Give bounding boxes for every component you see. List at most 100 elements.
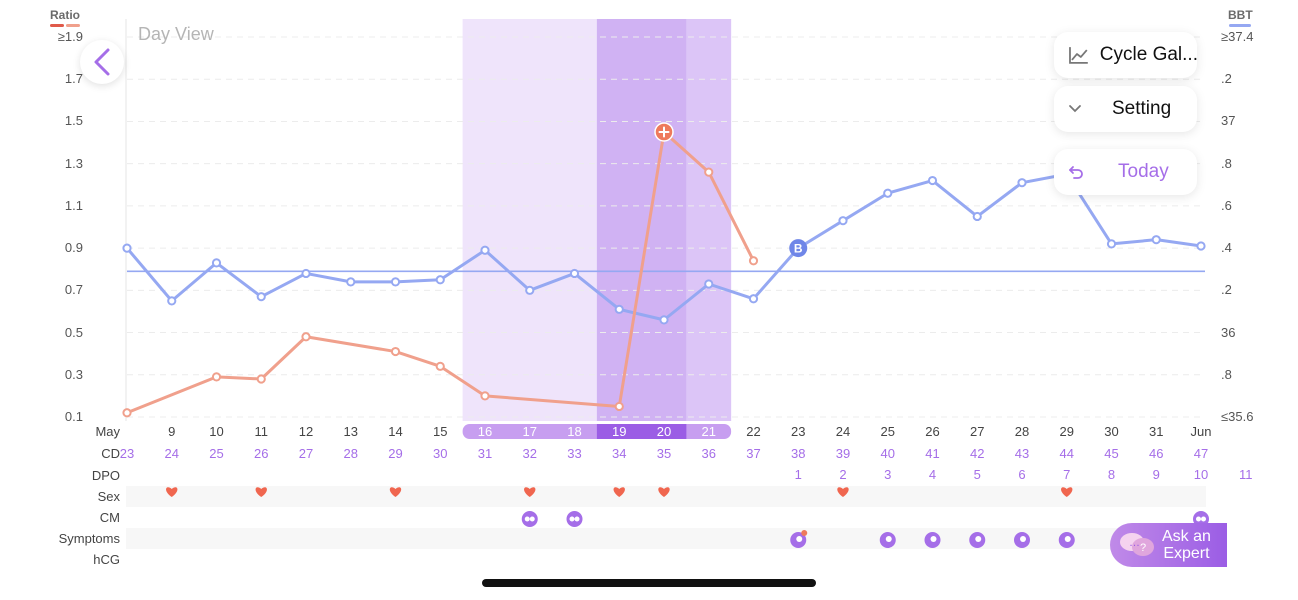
cd-value: 41: [925, 446, 939, 461]
ratio-point: [390, 346, 401, 357]
ask-expert-button[interactable]: …? Ask an Expert: [1110, 523, 1227, 567]
cd-label: CD: [101, 446, 120, 461]
heart-icon: [837, 487, 849, 497]
bbt-point: [525, 285, 535, 295]
home-indicator: [482, 579, 816, 587]
date-label: 13: [344, 424, 358, 439]
cd-value: 40: [881, 446, 895, 461]
chevron-left-icon: [94, 48, 110, 76]
chevron-down-icon: [1069, 105, 1081, 113]
month-start-label: May: [95, 424, 120, 439]
cd-value: 39: [836, 446, 850, 461]
cd-value: 37: [746, 446, 760, 461]
dpo-value: 2: [839, 467, 846, 482]
back-button[interactable]: [80, 40, 124, 84]
left-axis-swatch-2: [66, 24, 80, 27]
setting-label: Setting: [1112, 98, 1172, 119]
right-axis-tick-label: .2: [1221, 71, 1232, 87]
ratio-point: [122, 408, 132, 418]
dpo-value: 5: [974, 467, 981, 482]
cd-value: 29: [388, 446, 402, 461]
dpo-value: 10: [1194, 467, 1208, 482]
left-axis-tick-label: ≥1.9: [57, 29, 83, 44]
ratio-point: [614, 401, 624, 412]
cd-value: 30: [433, 446, 447, 461]
dpo-value: 11: [1239, 467, 1253, 482]
left-axis-tick-label: 0.7: [64, 282, 83, 298]
symptom-icon-glyph: [975, 536, 982, 542]
date-label: 16: [478, 424, 492, 439]
date-label: 23: [791, 424, 805, 439]
date-label: 27: [970, 424, 984, 439]
cervical-mucus-icon-dot: [569, 516, 575, 522]
cd-value: 46: [1149, 446, 1163, 461]
cm-row-label: CM: [99, 510, 120, 525]
cd-value: 35: [657, 446, 671, 461]
left-axis-tick-label: 0.9: [64, 240, 83, 256]
ratio-point: [480, 391, 490, 401]
symptoms-row-label: Symptoms: [58, 531, 120, 546]
bbt-point: [301, 268, 311, 279]
date-label: 24: [836, 424, 850, 439]
cd-value: 33: [567, 446, 581, 461]
today-button[interactable]: Today: [1054, 149, 1197, 195]
setting-button[interactable]: Setting: [1054, 86, 1197, 132]
bbt-marker-label: B: [794, 242, 803, 256]
row-stripe: [126, 528, 1206, 549]
bbt-point: [122, 243, 132, 253]
today-label: Today: [1118, 161, 1169, 182]
view-label: Day View: [138, 24, 214, 44]
date-label: 9: [168, 424, 175, 439]
right-axis-tick-label: ≥37.4: [1221, 29, 1254, 44]
date-label: 30: [1104, 424, 1118, 439]
heart-icon: [1061, 487, 1073, 497]
right-axis-tick-label: .8: [1221, 366, 1232, 382]
bbt-point: [1106, 239, 1117, 249]
bbt-point: [659, 315, 669, 325]
bbt-point: [1196, 241, 1206, 251]
dpo-value: 3: [884, 467, 891, 482]
right-axis-tick-label: ≤35.6: [1221, 409, 1254, 424]
ratio-point: [704, 167, 714, 177]
date-label: 25: [881, 424, 895, 439]
right-axis-tick-label: .8: [1221, 155, 1232, 171]
cd-value: 38: [791, 446, 805, 461]
right-axis-tick-label: .6: [1221, 197, 1232, 213]
cd-value: 45: [1104, 446, 1118, 461]
fertile-end-band: [686, 19, 732, 421]
date-label: 28: [1015, 424, 1029, 439]
bbt-point: [167, 296, 177, 306]
line-chart-icon: [1069, 47, 1088, 64]
date-label: 19: [612, 424, 626, 439]
bbt-point: [256, 292, 266, 302]
cycle-gallery-button[interactable]: Cycle Gal...: [1054, 32, 1197, 78]
bbt-point: [435, 275, 445, 285]
date-label: 22: [746, 424, 760, 439]
cd-value: 47: [1194, 446, 1208, 461]
dpo-row-label: DPO: [91, 468, 120, 483]
bbt-point: [390, 277, 401, 287]
symptom-icon-glyph: [1064, 536, 1071, 542]
date-label: 26: [925, 424, 939, 439]
left-axis-title: Ratio: [50, 8, 80, 22]
left-axis-swatch: [50, 24, 64, 27]
sex-row-label: Sex: [97, 489, 120, 504]
cervical-mucus-icon-dot: [574, 516, 580, 522]
dpo-value: 9: [1153, 467, 1160, 482]
heart-icon: [255, 487, 267, 497]
bbt-point: [1151, 235, 1161, 245]
cd-value: 31: [478, 446, 492, 461]
cd-value: 32: [523, 446, 537, 461]
bbt-point: [480, 245, 490, 255]
bbt-point: [614, 304, 624, 314]
symptom-notification-dot: [801, 530, 808, 536]
date-label: 17: [523, 424, 537, 439]
ratio-point: [211, 372, 222, 382]
cd-value: 42: [970, 446, 984, 461]
dpo-value: 4: [929, 467, 936, 482]
dpo-value: 7: [1063, 467, 1070, 482]
svg-text:?: ?: [1140, 542, 1146, 554]
cd-value: 28: [344, 446, 358, 461]
ratio-point: [435, 361, 445, 371]
